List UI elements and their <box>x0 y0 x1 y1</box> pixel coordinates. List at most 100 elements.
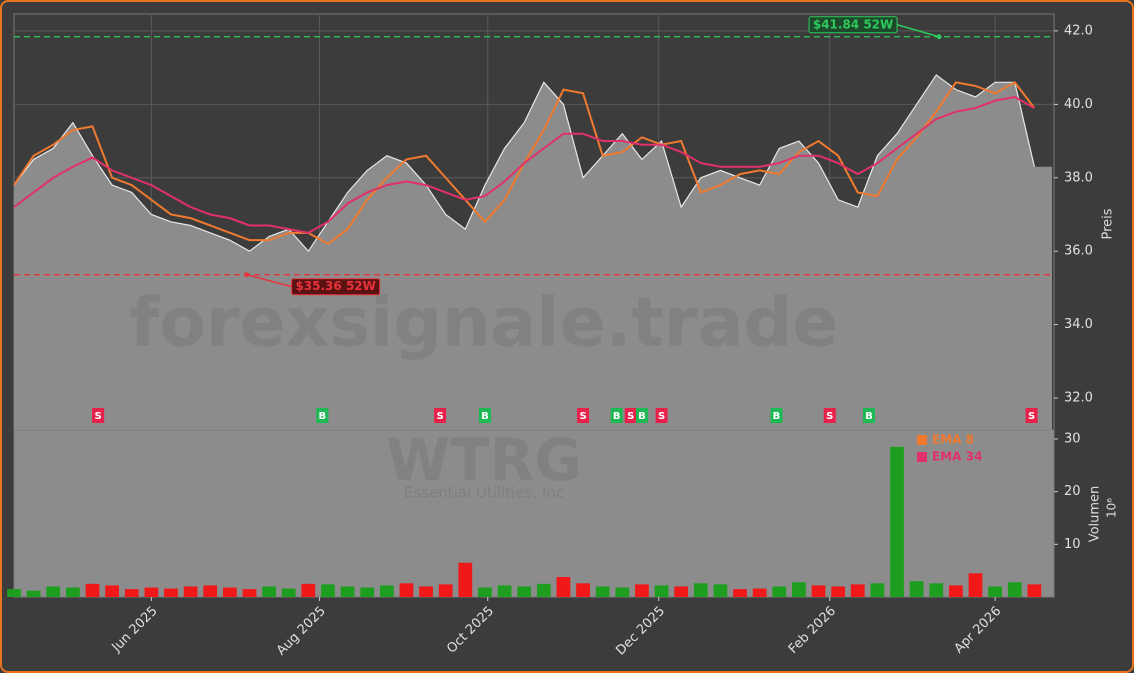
volume-bar <box>340 586 355 597</box>
signal-label: B <box>638 411 646 422</box>
watermark: forexsignale.trade <box>130 284 839 363</box>
price-area <box>13 74 1052 430</box>
volume-bar <box>321 584 335 597</box>
volume-bar <box>242 589 257 597</box>
volume-panel <box>13 429 1055 598</box>
signal-badge <box>624 408 637 423</box>
volume-bar <box>811 585 826 597</box>
signal-label: S <box>94 411 101 422</box>
y2-tick-label: 10 <box>1064 537 1081 552</box>
y-tick-label: 38.0 <box>1064 170 1093 185</box>
annotation-point <box>936 34 942 40</box>
close-line <box>13 74 1035 253</box>
annotation-label: $41.84 52W <box>813 17 893 31</box>
y-tick-label: 32.0 <box>1064 391 1093 406</box>
volume-bar <box>988 586 1002 597</box>
signal-badge <box>1025 408 1038 423</box>
volume-bar <box>183 586 198 597</box>
signal-badge <box>610 408 623 423</box>
x-tick-label: Feb 2026 <box>786 604 839 657</box>
volume-bar <box>949 585 963 597</box>
volume-bar <box>693 583 708 597</box>
signal-badge <box>478 408 491 423</box>
volume-bar <box>929 583 944 597</box>
watermark-ticker: WTRG <box>386 426 582 494</box>
signal-label: S <box>658 411 665 422</box>
signal-label: S <box>579 411 586 422</box>
y-tick-label: 34.0 <box>1064 317 1093 332</box>
annotation-label: $35.36 52W <box>295 279 375 293</box>
volume-bar <box>7 589 21 597</box>
signal-label: S <box>627 411 634 422</box>
ema-line <box>13 95 1035 234</box>
volume-bar <box>497 585 512 597</box>
volume-bar <box>360 587 375 597</box>
annotation-point <box>244 272 250 278</box>
volume-bar <box>850 584 865 597</box>
volume-bar <box>595 586 610 597</box>
volume-bar <box>733 589 747 597</box>
volume-bar <box>536 583 551 597</box>
annotation-box <box>808 16 898 34</box>
volume-bar <box>203 585 218 597</box>
volume-bar <box>222 587 237 597</box>
volume-bar <box>301 583 316 597</box>
price-area <box>14 74 1052 430</box>
annotation-arrow <box>246 273 292 288</box>
volume-bar <box>635 584 649 597</box>
y2-tick-label: 30 <box>1064 431 1081 446</box>
volume-bar <box>772 586 787 597</box>
signal-label: S <box>826 411 833 422</box>
volume-axis-label: Volumen <box>1088 486 1103 543</box>
signal-label: B <box>481 411 489 422</box>
volume-bar <box>615 587 630 597</box>
volume-bar <box>85 583 100 597</box>
volume-bar <box>1007 582 1022 597</box>
volume-bar <box>792 582 806 597</box>
volume-bar <box>870 583 885 597</box>
watermark-company: Essential Utilities, Inc <box>404 484 564 502</box>
volume-bar <box>66 587 80 597</box>
volume-bar <box>831 586 846 597</box>
volume-bar <box>517 586 532 597</box>
x-tick-label: Dec 2025 <box>613 604 668 659</box>
signal-label: B <box>773 411 781 422</box>
x-tick-label: Apr 2026 <box>952 604 1005 657</box>
volume-bar <box>399 583 414 597</box>
volume-bar <box>654 585 669 597</box>
volume-bar <box>458 562 473 597</box>
signal-label: S <box>1028 411 1035 422</box>
volume-bar <box>478 587 492 597</box>
signal-label: B <box>613 411 621 422</box>
volume-bar <box>105 585 119 597</box>
volume-bar <box>144 587 159 597</box>
volume-bar <box>556 576 571 597</box>
signal-label: B <box>865 411 873 422</box>
volume-bar <box>1027 584 1042 597</box>
volume-bar <box>909 581 924 597</box>
signal-badge <box>316 408 329 423</box>
legend-label: EMA 8 <box>932 433 974 447</box>
volume-bar <box>46 586 61 597</box>
y-axis-label: Preis <box>1101 208 1116 239</box>
volume-unit: 10⁶ <box>1105 498 1119 518</box>
annotation-box <box>291 278 381 296</box>
volume-bar <box>164 588 178 597</box>
signal-badge <box>655 408 668 423</box>
legend-swatch <box>917 435 927 445</box>
volume-bar <box>674 586 689 597</box>
x-tick-label: Aug 2025 <box>274 604 329 659</box>
volume-bar <box>419 586 433 597</box>
volume-bar <box>26 590 41 597</box>
volume-bar <box>890 446 904 597</box>
annotation-arrow <box>896 24 940 38</box>
signal-badge <box>823 408 836 423</box>
volume-bar <box>379 585 394 597</box>
signal-label: B <box>319 411 327 422</box>
volume-bar <box>281 588 296 597</box>
x-tick-label: Oct 2025 <box>444 604 497 657</box>
signal-badge <box>92 408 105 423</box>
